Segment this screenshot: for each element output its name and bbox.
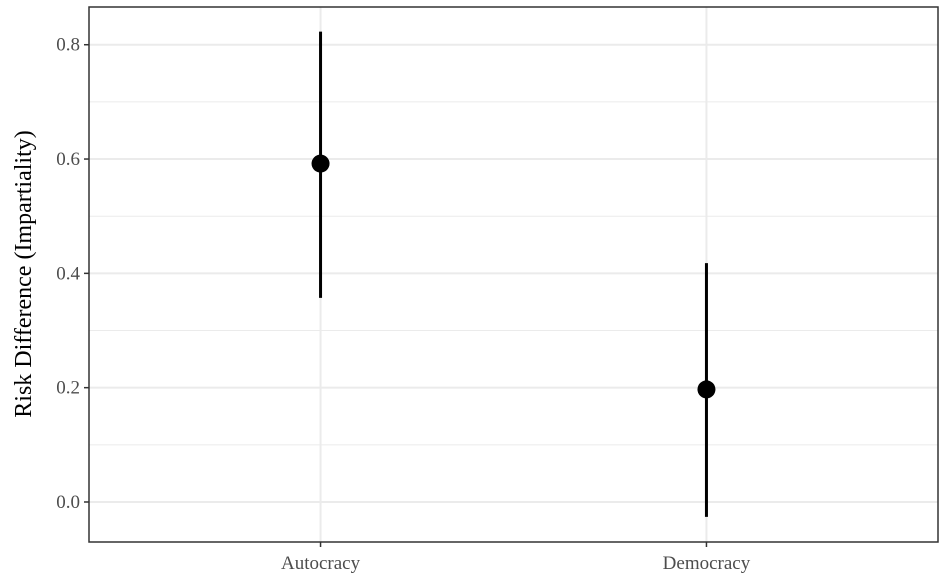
y-tick-label: 0.0 bbox=[56, 492, 80, 513]
y-tick-label: 0.6 bbox=[56, 149, 80, 170]
y-axis-title: Risk Difference (Impartiality) bbox=[11, 130, 37, 417]
y-tick-label: 0.8 bbox=[56, 35, 80, 56]
point-estimates bbox=[311, 154, 716, 399]
y-tick-label: 0.4 bbox=[56, 263, 80, 284]
panel-border bbox=[88, 6, 939, 543]
x-axis: Autocracy Democracy bbox=[281, 542, 751, 574]
major-gridlines bbox=[89, 7, 938, 542]
y-tick-label: 0.2 bbox=[56, 378, 80, 399]
x-tick-label: Democracy bbox=[663, 553, 751, 574]
point-estimate bbox=[311, 154, 330, 173]
x-tick-label: Autocracy bbox=[281, 553, 361, 574]
point-estimate bbox=[697, 380, 716, 399]
minor-gridlines bbox=[89, 101, 938, 446]
y-axis: 0.0 0.2 0.4 0.6 0.8 bbox=[56, 35, 89, 513]
